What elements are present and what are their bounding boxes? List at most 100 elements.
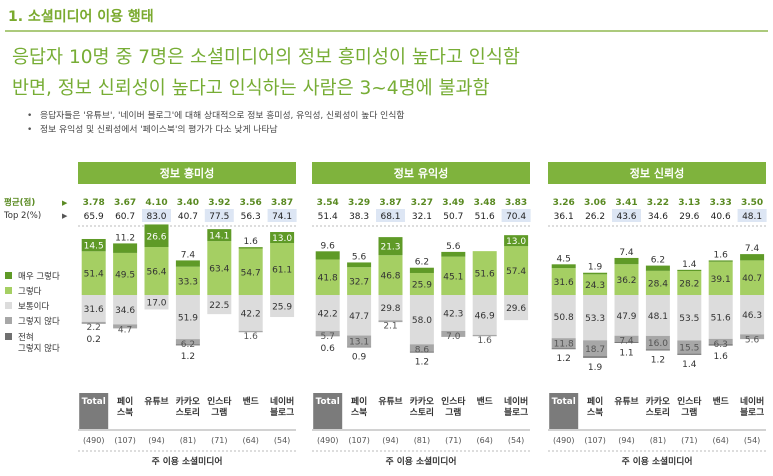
legend-label: 매우 그렇다 [18,271,60,282]
sample-size: (71) [211,436,227,445]
sample-size: (107) [584,436,606,445]
label-agree: 39.1 [711,275,731,285]
top2-value: 50.7 [443,212,463,222]
label-neutral: 46.9 [475,311,495,321]
bar-neutral [207,295,232,315]
sample-size: (54) [508,436,524,445]
label-strongly-agree: 13.0 [506,237,526,247]
label-strongly-disagree: 1.9 [588,363,603,373]
category-label: 밴드 [713,395,729,407]
bar-disagree [113,324,138,329]
headline-1: 응답자 10명 중 7명은 소셜미디어의 정보 흥미성이 높다고 인식함 [12,47,520,68]
label-agree: 54.7 [241,268,261,278]
label-disagree: 4.7 [118,325,132,335]
label-strongly-agree: 1.6 [244,237,259,247]
sample-size: (54) [274,436,290,445]
label-neutral: 42.2 [241,309,261,319]
mean-value: 3.40 [177,198,199,208]
mean-value: 3.87 [271,198,293,208]
bullet-text: 정보 유익성 및 신뢰성에서 '페이스북'의 평가가 다소 낮게 나타남 [40,123,278,135]
bar-neutral [378,295,403,321]
category-label: 유튜브 [614,396,638,407]
label-neutral: 17.0 [146,299,166,309]
label-agree: 51.4 [84,270,104,280]
mean-value: 3.67 [114,198,136,208]
bar-strongly-disagree [583,356,608,358]
mean-value: 3.41 [615,198,637,208]
bar-strongly-agree [441,251,466,257]
sample-size: (54) [744,436,760,445]
top2-highlight [267,209,297,222]
bar-disagree [677,340,702,354]
bar-disagree [583,340,608,357]
label-neutral: 53.5 [679,314,699,324]
bar-strongly-agree [81,238,106,252]
bar-agree [677,271,702,295]
bar-agree [113,252,138,295]
bar-agree [504,246,529,295]
sample-size: (107) [348,436,370,445]
top2-value: 65.9 [84,212,104,222]
category-label: 페이 [587,395,603,407]
label-strongly-agree: 1.9 [588,263,603,273]
category-label: 스북 [587,407,603,418]
bar-neutral [315,295,340,331]
label-strongly-disagree: 1.4 [682,360,697,370]
label-agree: 28.2 [679,280,699,290]
legend-swatch [5,287,12,294]
sample-size: (64) [476,436,492,445]
bar-agree [207,241,232,295]
bar-strongly-disagree [645,349,670,351]
category-label: 유튜브 [144,396,168,407]
label-disagree: 2.2 [87,323,101,333]
label-strongly-disagree: 0.2 [87,335,101,345]
bar-agree [238,248,263,295]
label-agree: 57.4 [506,267,526,277]
label-agree: 63.4 [209,265,229,275]
top2-highlight [204,209,234,222]
label-agree: 51.6 [475,270,495,280]
label-strongly-disagree: 1.2 [651,356,665,366]
category-label: 유튜브 [378,396,402,407]
bar-neutral [81,295,106,322]
label-agree: 36.2 [616,276,636,286]
bar-disagree [472,334,497,337]
label-neutral: 47.7 [349,312,369,322]
bar-neutral [740,295,765,335]
category-label: 인스타 [441,395,466,407]
sample-size: (81) [180,436,196,445]
label-strongly-agree: 7.4 [619,248,634,258]
label-disagree: 1.6 [478,336,493,346]
top2-highlight [376,209,405,222]
top2-value: 51.4 [318,212,338,222]
bar-agree [175,266,200,295]
mean-value: 3.78 [83,198,105,208]
mean-value: 4.10 [145,198,167,208]
bar-agree [270,243,295,295]
top2-value: 51.6 [475,212,495,222]
bullet-dot: • [27,125,32,135]
bar-agree [472,251,497,295]
bar-strongly-agree [504,235,529,247]
x-axis-title: 주 이용 소셜미디어 [622,455,693,467]
mean-value: 3.48 [474,198,496,208]
bar-agree [645,270,670,295]
bar-neutral [441,295,466,331]
row-label-top2: Top 2(%) [3,211,41,221]
bar-agree [409,272,434,295]
top2-highlight [612,209,641,222]
bar-neutral [347,295,372,336]
label-agree: 32.7 [349,278,369,288]
bar-disagree [441,330,466,337]
label-disagree: 5.7 [321,332,335,342]
bar-strongly-agree [113,243,138,253]
category-label: 스토리 [646,406,670,418]
mean-value: 3.27 [411,198,433,208]
top2-value: 43.6 [616,212,636,222]
legend-swatch [5,317,12,324]
bar-strongly-disagree [409,351,434,353]
bar-agree [708,261,733,295]
bar-neutral [583,295,608,341]
top2-value: 77.5 [209,212,229,222]
